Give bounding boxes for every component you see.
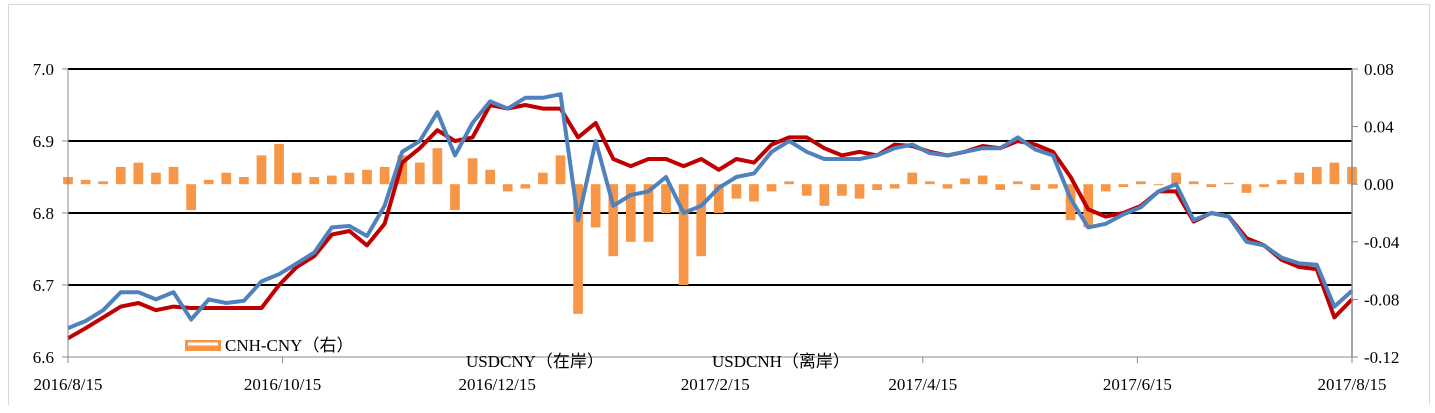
bar-cnh-cny bbox=[115, 166, 126, 185]
bar-cnh-cny bbox=[1153, 184, 1164, 186]
bar-cnh-cny bbox=[291, 172, 302, 185]
axes: 6.6 6.7 6.8 6.9 7.0 -0.12 -0.08 -0.04 0.00 0.04 0.… bbox=[33, 60, 1400, 394]
x-tick-label: 2016/12/15 bbox=[458, 375, 535, 394]
bar-cnh-cny bbox=[573, 184, 583, 314]
y-left-tick-label: 7.0 bbox=[33, 60, 54, 79]
bar-cnh-cny bbox=[379, 166, 390, 185]
bar-cnh-cny bbox=[995, 184, 1006, 190]
bar-cnh-cny bbox=[450, 184, 460, 211]
bar-cnh-cny bbox=[977, 175, 988, 185]
bar-cnh-cny bbox=[1048, 184, 1058, 189]
bar-cnh-cny bbox=[907, 172, 918, 185]
bar-cnh-cny bbox=[520, 184, 531, 189]
bar-cnh-cny bbox=[749, 184, 759, 202]
x-tick-label: 2017/6/15 bbox=[1103, 375, 1172, 394]
y-right-tick-label: -0.12 bbox=[1364, 348, 1399, 367]
bar-cnh-cny bbox=[186, 184, 196, 211]
bar-cnh-cny bbox=[133, 162, 144, 185]
x-tick-label: 2016/10/15 bbox=[244, 375, 321, 394]
bar-cnh-cny bbox=[1118, 184, 1129, 188]
legend-swatch-cnh-cny-inner bbox=[188, 342, 218, 346]
bar-cnh-cny bbox=[362, 169, 372, 185]
y-right-tick-label: -0.08 bbox=[1364, 290, 1399, 309]
bar-cnh-cny bbox=[784, 181, 794, 185]
line-usdcnh bbox=[67, 92, 1354, 331]
bar-cnh-cny bbox=[1188, 181, 1199, 185]
bar-cnh-cny bbox=[643, 184, 654, 242]
bar-cnh-cny bbox=[239, 177, 249, 185]
legend-label-usdcnh: USDCNH（离岸） bbox=[712, 352, 850, 371]
bar-cnh-cny bbox=[1012, 181, 1023, 185]
bar-cnh-cny bbox=[1171, 172, 1181, 185]
bar-cnh-cny bbox=[538, 172, 548, 185]
x-tick-label: 2017/8/15 bbox=[1318, 375, 1387, 394]
bar-cnh-cny bbox=[801, 184, 812, 196]
bar-cnh-cny bbox=[326, 175, 337, 185]
bar-cnh-cny bbox=[608, 184, 619, 257]
bar-cnh-cny bbox=[1241, 184, 1252, 193]
bar-cnh-cny bbox=[1206, 184, 1217, 188]
bar-cnh-cny bbox=[731, 184, 742, 199]
x-tick-label: 2017/4/15 bbox=[888, 375, 957, 394]
bar-cnh-cny bbox=[590, 184, 601, 228]
y-left-tick-label: 6.6 bbox=[33, 348, 54, 367]
x-tick-label: 2017/2/15 bbox=[681, 375, 750, 394]
bar-cnh-cny bbox=[414, 162, 425, 185]
bar-cnh-cny bbox=[1276, 179, 1287, 185]
bar-cnh-cny bbox=[555, 155, 566, 185]
bar-cnh-cny bbox=[274, 143, 284, 185]
bar-cnh-cny bbox=[925, 181, 935, 185]
bar-cnh-cny bbox=[1030, 184, 1041, 190]
bar-cnh-cny bbox=[151, 172, 161, 185]
bar-cnh-cny bbox=[626, 184, 636, 242]
x-tick-label: 2016/8/15 bbox=[34, 375, 103, 394]
bar-cnh-cny bbox=[960, 178, 970, 185]
bar-cnh-cny bbox=[854, 184, 865, 199]
bar-cnh-cny bbox=[837, 184, 847, 196]
bar-cnh-cny bbox=[432, 148, 443, 185]
bar-cnh-cny bbox=[1329, 162, 1340, 185]
bar-cnh-cny bbox=[485, 169, 495, 185]
bar-cnh-cny bbox=[713, 184, 724, 213]
y-right-tick-label: 0.08 bbox=[1364, 60, 1394, 79]
series-lines bbox=[67, 92, 1354, 341]
bar-cnh-cny bbox=[256, 155, 267, 185]
y-right-tick-label: -0.04 bbox=[1364, 233, 1400, 252]
chart-frame bbox=[8, 4, 1430, 405]
bar-cnh-cny bbox=[1224, 182, 1234, 185]
bar-cnh-cny bbox=[766, 184, 777, 192]
y-left-tick-label: 6.7 bbox=[33, 276, 55, 295]
bar-cnh-cny bbox=[678, 184, 689, 285]
y-right-tick-label: 0.00 bbox=[1364, 175, 1394, 194]
bar-cnh-cny bbox=[80, 179, 91, 185]
legend-label-usdcny: USDCNY（在岸） bbox=[466, 352, 604, 371]
bar-cnh-cny bbox=[344, 172, 355, 185]
bar-cnh-cny bbox=[1311, 166, 1322, 185]
bar-cnh-cny bbox=[309, 177, 320, 185]
bar-cnh-cny bbox=[467, 158, 478, 185]
bar-cnh-cny bbox=[819, 184, 830, 206]
bar-cnh-cny bbox=[1294, 172, 1305, 185]
bar-cnh-cny bbox=[661, 184, 671, 213]
bar-cnh-cny bbox=[696, 184, 707, 257]
bar-cnh-cny bbox=[168, 166, 179, 185]
line-usdcny bbox=[67, 103, 1354, 341]
bar-cnh-cny bbox=[502, 184, 513, 192]
bar-cnh-cny bbox=[942, 184, 953, 189]
bar-cnh-cny bbox=[1259, 184, 1269, 188]
y-left-tick-label: 6.9 bbox=[33, 132, 54, 151]
y-left-tick-label: 6.8 bbox=[33, 204, 54, 223]
bar-cnh-cny bbox=[98, 181, 109, 185]
legend-label-cnh-cny: CNH-CNY（右） bbox=[225, 336, 353, 355]
bar-cnh-cny bbox=[1136, 181, 1146, 185]
bar-cnh-cny bbox=[889, 184, 900, 189]
y-right-tick-label: 0.04 bbox=[1364, 118, 1394, 137]
bar-cnh-cny bbox=[203, 179, 214, 185]
bar-cnh-cny bbox=[221, 172, 232, 185]
legend: CNH-CNY（右） USDCNY（在岸） USDCNH（离岸） bbox=[185, 336, 850, 371]
gridlines bbox=[68, 68, 1352, 286]
bar-cnh-cny bbox=[1100, 184, 1111, 192]
bar-cnh-cny bbox=[872, 184, 882, 190]
